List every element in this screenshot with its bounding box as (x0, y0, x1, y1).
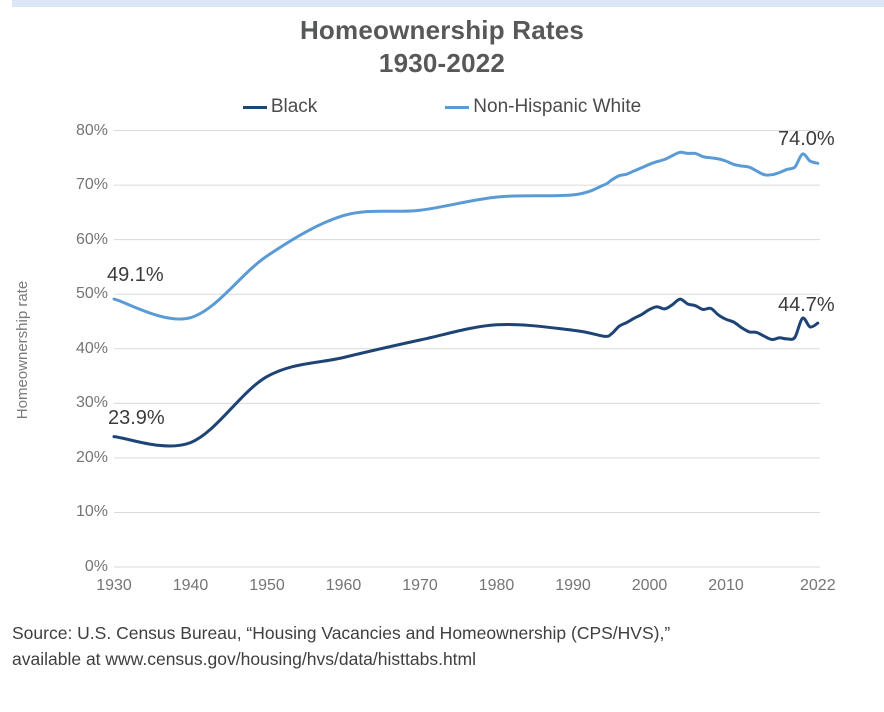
annotation-black-2022: 44.7% (778, 294, 835, 316)
legend: Black Non-Hispanic White (0, 96, 884, 118)
x-tick-2022: 2022 (800, 577, 836, 594)
legend-label: Black (270, 96, 318, 117)
x-tick-1980: 1980 (478, 577, 515, 594)
x-tick-1930: 1930 (96, 577, 132, 594)
x-tick-1970: 1970 (402, 577, 438, 594)
y-tick-40%: 40% (75, 339, 108, 357)
y-tick-60%: 60% (75, 230, 108, 248)
chart-title-line1: Homeownership Rates (299, 15, 585, 45)
x-tick-1950: 1950 (249, 577, 285, 594)
x-tick-2010: 2010 (708, 577, 744, 594)
x-tick-2000: 2000 (631, 577, 668, 594)
y-tick-30%: 30% (75, 394, 108, 412)
annotation-white-2022: 74.0% (778, 128, 835, 150)
y-tick-50%: 50% (75, 285, 108, 303)
chart-title: Homeownership Rates 1930-2022 (0, 14, 884, 80)
y-tick-70%: 70% (75, 176, 108, 194)
source-note-line1: Source: U.S. Census Bureau, “Housing Vac… (12, 623, 671, 643)
legend-item-black: Black (242, 96, 318, 118)
annotation-black-1930: 23.9% (108, 407, 165, 429)
top-accent-bar (12, 0, 884, 7)
y-tick-0%: 0% (84, 558, 108, 575)
legend-marker (242, 105, 267, 109)
legend-label: Non-Hispanic White (473, 96, 642, 117)
source-note-line2: available at www.census.gov/housing/hvs/… (12, 649, 477, 669)
y-tick-10%: 10% (75, 503, 108, 521)
legend-item-non-hispanic-white: Non-Hispanic White (445, 96, 641, 118)
source-note: Source: U.S. Census Bureau, “Housing Vac… (12, 620, 872, 672)
x-tick-1960: 1960 (325, 577, 362, 594)
x-tick-1990: 1990 (555, 577, 591, 594)
series-line-black (112, 297, 820, 448)
series-line-non-hispanic-white (112, 150, 820, 321)
chart-title-line2: 1930-2022 (378, 48, 506, 78)
y-tick-80%: 80% (75, 121, 108, 139)
annotation-white-1930: 49.1% (107, 264, 164, 286)
legend-marker (445, 105, 470, 109)
y-tick-20%: 20% (75, 448, 108, 466)
x-tick-1940: 1940 (172, 577, 209, 594)
